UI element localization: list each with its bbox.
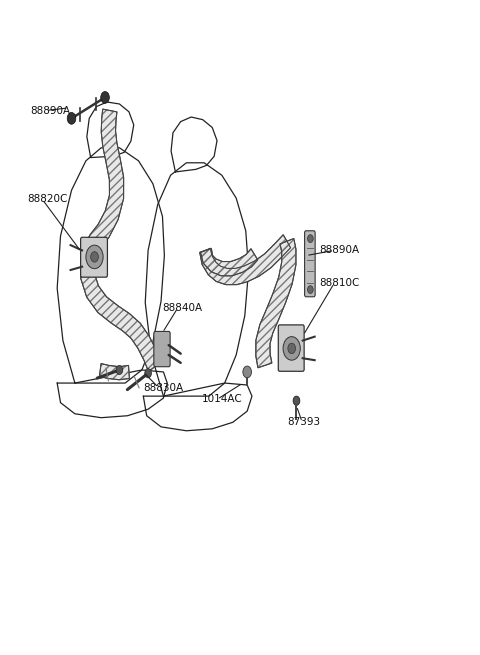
Text: 88840A: 88840A [162, 303, 203, 313]
Circle shape [101, 92, 109, 103]
Polygon shape [201, 248, 258, 276]
Circle shape [116, 365, 123, 375]
Circle shape [288, 343, 296, 354]
Circle shape [91, 252, 98, 262]
FancyBboxPatch shape [278, 325, 304, 371]
FancyBboxPatch shape [305, 231, 315, 297]
Text: 88810C: 88810C [319, 278, 360, 288]
Circle shape [145, 369, 152, 378]
Polygon shape [256, 238, 296, 368]
Circle shape [293, 396, 300, 405]
FancyBboxPatch shape [81, 237, 108, 277]
Circle shape [308, 286, 313, 293]
Polygon shape [200, 234, 290, 285]
Circle shape [243, 366, 252, 378]
Text: 1014AC: 1014AC [202, 394, 242, 404]
Text: 88890A: 88890A [30, 105, 71, 115]
Circle shape [67, 113, 76, 124]
FancyBboxPatch shape [154, 331, 170, 367]
Text: 88890A: 88890A [319, 246, 359, 255]
Text: 88820C: 88820C [27, 195, 67, 204]
Circle shape [308, 234, 313, 242]
Polygon shape [81, 109, 161, 371]
Circle shape [86, 245, 103, 269]
Text: 88830A: 88830A [144, 383, 183, 392]
Polygon shape [99, 364, 130, 380]
Circle shape [283, 337, 300, 360]
Text: 87393: 87393 [287, 417, 320, 427]
